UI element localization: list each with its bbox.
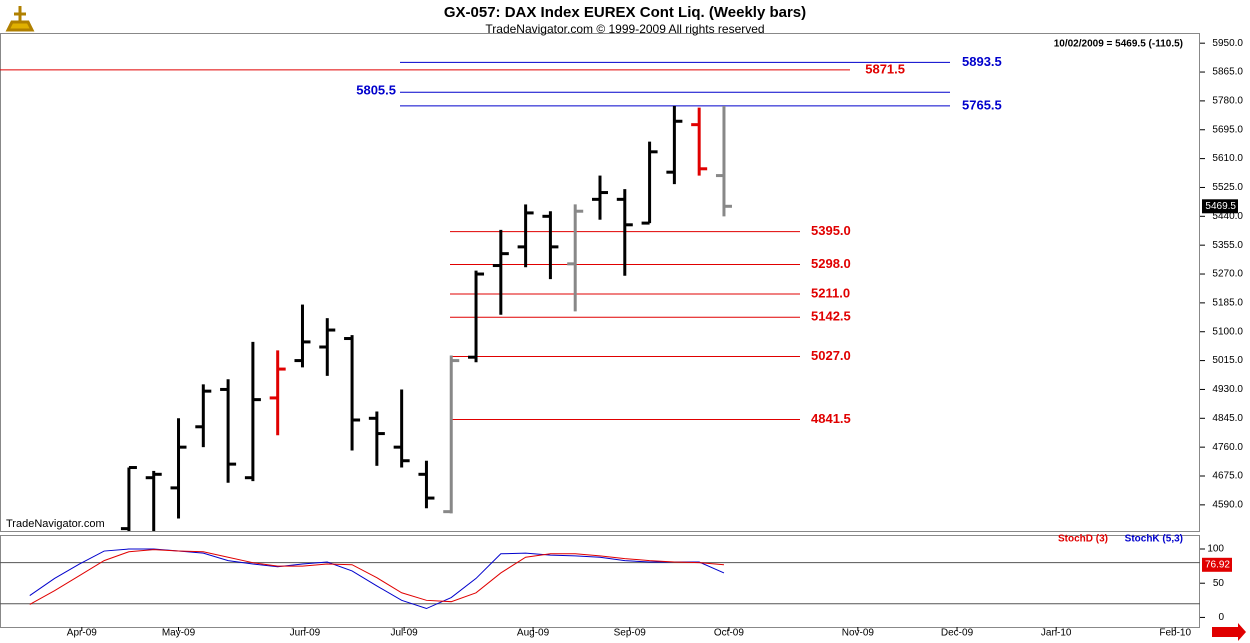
x-tick-label: Aug-09: [517, 628, 550, 639]
level-label: 5805.5: [356, 83, 396, 98]
price-panel: [0, 33, 1200, 532]
y-tick-label: 0: [1218, 612, 1224, 623]
price-note: 10/02/2009 = 5469.5 (-110.5): [1054, 39, 1183, 50]
y-tick-label: 5100.0: [1212, 326, 1243, 337]
level-label: 5142.5: [811, 309, 851, 324]
y-tick-label: 4590.0: [1212, 500, 1243, 511]
y-tick-label: 5270.0: [1212, 269, 1243, 280]
x-tick-label: Feb-10: [1159, 628, 1191, 639]
x-tick-label: Sep-09: [614, 628, 647, 639]
x-tick-label: Nov-09: [842, 628, 875, 639]
y-tick-label: 5695.0: [1212, 124, 1243, 135]
chart-subtitle: TradeNavigator.com © 1999-2009 All right…: [485, 22, 764, 36]
scroll-arrow[interactable]: [1212, 623, 1246, 641]
x-tick-label: Dec-09: [941, 628, 974, 639]
level-label: 4841.5: [811, 411, 851, 426]
level-label: 5298.0: [811, 256, 851, 271]
x-tick-label: Jan-10: [1041, 628, 1072, 639]
chart-title: GX-057: DAX Index EUREX Cont Liq. (Weekl…: [444, 4, 806, 21]
y-tick-label: 4675.0: [1212, 471, 1243, 482]
y-tick-label: 4930.0: [1212, 384, 1243, 395]
stoch-line: [29, 548, 725, 610]
legend-entry: StochK (5,3): [1125, 534, 1183, 545]
level-label: 5893.5: [962, 54, 1002, 69]
y-tick-label: 5780.0: [1212, 96, 1243, 107]
level-label: 5027.0: [811, 348, 851, 363]
y-tick-label: 5355.0: [1212, 240, 1243, 251]
last-price-label: 5469.5: [1205, 201, 1236, 212]
level-label: 5211.0: [811, 285, 850, 300]
last-price-box: [1202, 199, 1238, 214]
level-label: 5765.5: [962, 97, 1002, 112]
y-tick-label: 5865.0: [1212, 67, 1243, 78]
last-value-label: 76.92: [1205, 559, 1230, 570]
stoch-line: [29, 549, 725, 605]
y-tick-label: 4845.0: [1212, 413, 1243, 424]
y-tick-label: 5015.0: [1212, 355, 1243, 366]
level-label: 5871.5: [865, 61, 905, 76]
stoch-panel: [0, 535, 1200, 628]
y-tick-label: 5610.0: [1212, 153, 1243, 164]
x-tick-label: Jul-09: [391, 628, 419, 639]
watermark: TradeNavigator.com: [6, 518, 105, 530]
y-tick-label: 5440.0: [1212, 211, 1243, 222]
y-tick-label: 4760.0: [1212, 442, 1243, 453]
x-tick-label: Oct-09: [714, 628, 744, 639]
y-tick-label: 5525.0: [1212, 182, 1243, 193]
y-tick-label: 5950.0: [1212, 38, 1243, 49]
y-tick-label: 5185.0: [1212, 298, 1243, 309]
y-tick-label: 100: [1207, 544, 1224, 555]
x-tick-label: Jun-09: [290, 628, 321, 639]
x-tick-label: Apr-09: [67, 628, 97, 639]
y-tick-label: 50: [1213, 578, 1225, 589]
last-value-box: [1202, 557, 1232, 572]
x-tick-label: May-09: [162, 628, 196, 639]
legend-entry: StochD (3): [1058, 534, 1108, 545]
level-label: 5395.0: [811, 223, 851, 238]
logo: [5, 6, 35, 32]
